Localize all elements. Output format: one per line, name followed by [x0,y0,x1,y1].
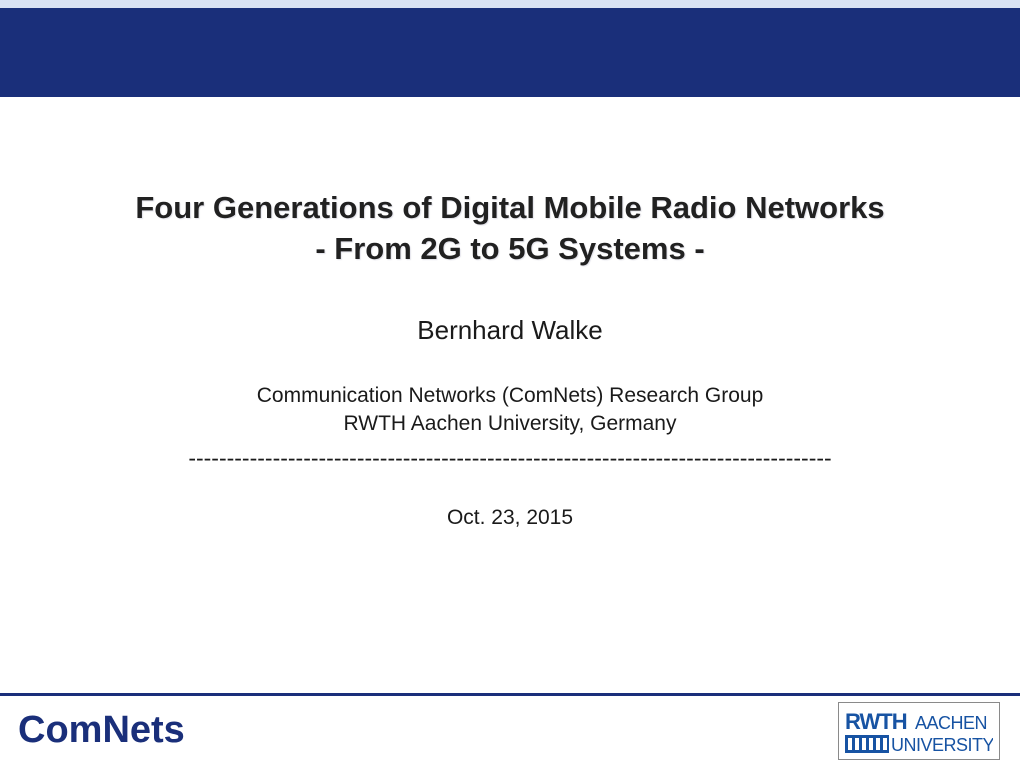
affiliation-line2: RWTH Aachen University, Germany [0,410,1020,438]
header-bar [0,0,1020,97]
divider-line: ----------------------------------------… [0,445,1020,472]
presentation-date: Oct. 23, 2015 [0,506,1020,530]
svg-text:AACHEN: AACHEN [915,713,987,733]
slide-title-line1: Four Generations of Digital Mobile Radio… [0,187,1020,229]
rwth-aachen-logo-icon: RWTH AACHEN UNIVERSITY [845,707,993,755]
footer: ComNets RWTH AACHEN UNIVERSITY [0,693,1020,765]
slide-content: Four Generations of Digital Mobile Radio… [0,97,1020,530]
affiliation-line1: Communication Networks (ComNets) Researc… [0,382,1020,410]
svg-text:UNIVERSITY: UNIVERSITY [891,735,993,755]
rwth-logo: RWTH AACHEN UNIVERSITY [838,702,1000,760]
affiliation: Communication Networks (ComNets) Researc… [0,382,1020,439]
author-name: Bernhard Walke [0,315,1020,346]
footer-brand: ComNets [18,709,185,752]
svg-text:RWTH: RWTH [845,709,907,734]
slide-title-line2: - From 2G to 5G Systems - [0,231,1020,267]
